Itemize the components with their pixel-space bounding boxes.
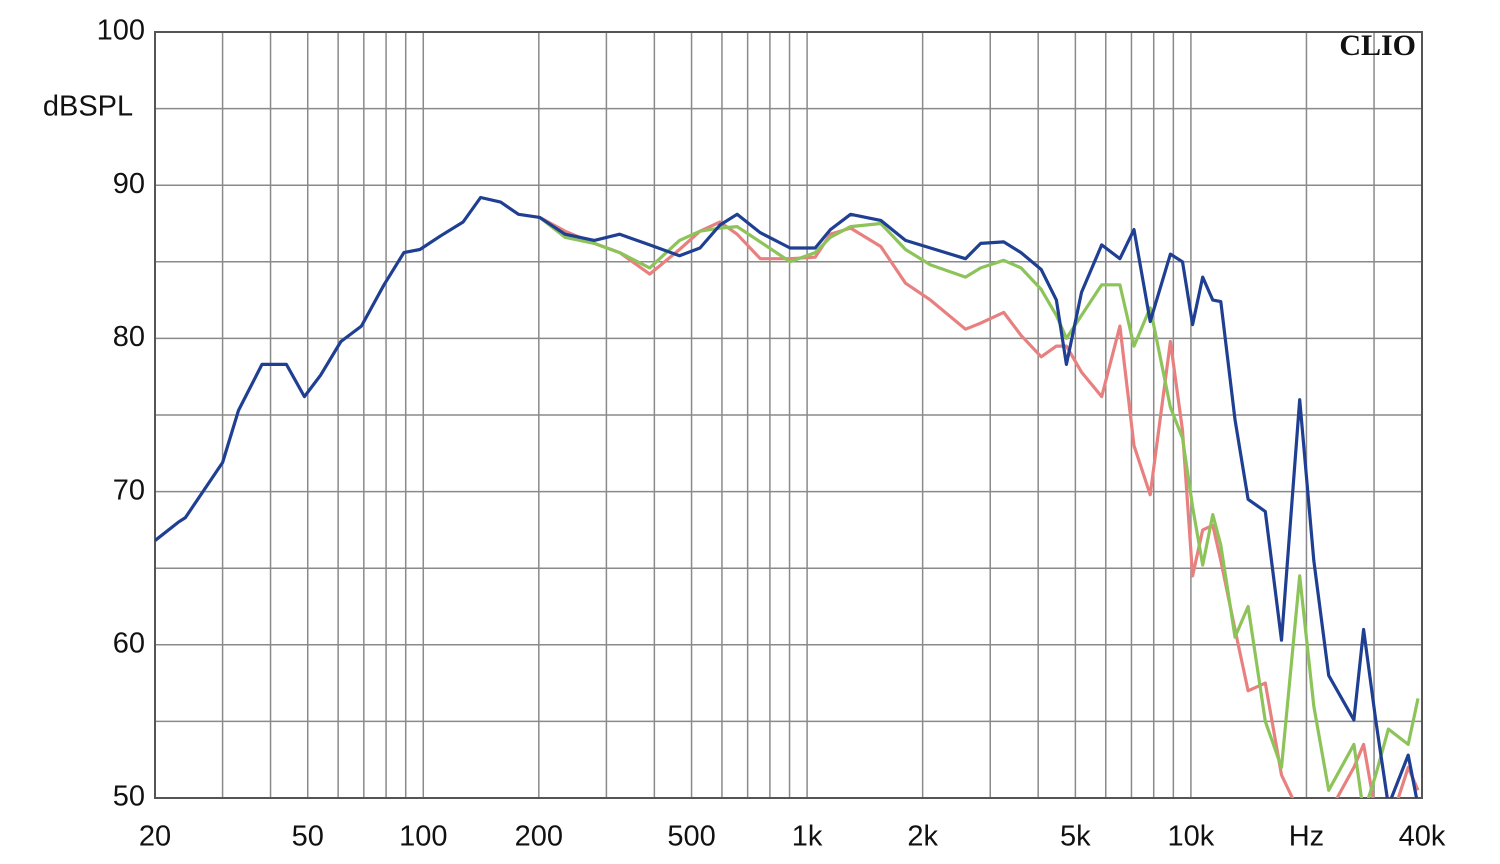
x-tick-label: 20 (139, 821, 171, 853)
response-line (155, 195, 1419, 798)
y-tick-label: 60 (113, 627, 145, 659)
x-tick-label: 500 (667, 821, 715, 853)
y-tick-label: 70 (113, 474, 145, 506)
x-tick-label: Hz (1289, 821, 1324, 853)
response-line (538, 215, 1420, 798)
x-tick-label: 200 (515, 821, 563, 853)
y-tick-label: 50 (113, 781, 145, 813)
x-tick-label: 40k (1399, 821, 1446, 853)
x-tick-label: 1k (792, 821, 823, 853)
y-tick-label: 100 (97, 15, 145, 47)
y-axis-label: dBSPL (43, 91, 133, 123)
x-tick-label: 2k (907, 821, 938, 853)
x-tick-label: 10k (1168, 821, 1215, 853)
x-tick-label: 100 (399, 821, 447, 853)
plot-border (154, 31, 1423, 799)
watermark: CLIO (1339, 29, 1416, 62)
y-tick-label: 90 (113, 168, 145, 200)
x-tick-label: 5k (1060, 821, 1091, 853)
x-tick-label: 50 (292, 821, 324, 853)
y-tick-label: 80 (113, 321, 145, 353)
